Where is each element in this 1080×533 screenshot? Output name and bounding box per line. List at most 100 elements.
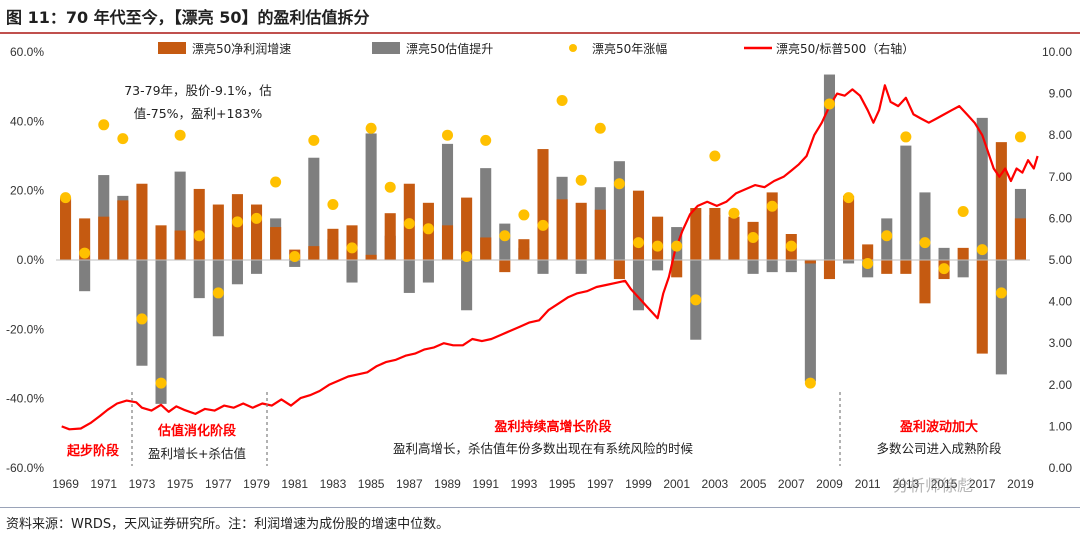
x-axis-tick-label: 1991 — [472, 477, 499, 491]
valuation-bar-1991 — [480, 168, 492, 260]
right-axis-tick-label: 7.00 — [1049, 170, 1073, 184]
return-dot-1972 — [117, 133, 129, 145]
x-axis-tick-label: 2019 — [1007, 477, 1034, 491]
return-dot-2000 — [652, 240, 664, 252]
x-axis-tick-label: 2001 — [663, 477, 690, 491]
return-dot-2019 — [1014, 131, 1026, 143]
return-dot-1996 — [575, 174, 587, 186]
earnings-bar-1997 — [594, 209, 606, 260]
earnings-bar-1990 — [461, 197, 473, 260]
x-axis-tick-label: 1971 — [90, 477, 117, 491]
x-axis-tick-label: 2007 — [778, 477, 805, 491]
title-rule — [0, 32, 1080, 34]
earnings-bar-1986 — [384, 213, 396, 260]
earnings-bar-1998 — [613, 260, 625, 280]
return-dot-1990 — [461, 251, 473, 263]
return-dot-1975 — [174, 129, 186, 141]
earnings-bar-1971 — [98, 216, 110, 260]
watermark: 分析师徐彪 — [893, 476, 974, 495]
earnings-bar-2011 — [862, 244, 874, 260]
return-dot-2015 — [938, 263, 950, 275]
earnings-bar-2006 — [766, 192, 778, 260]
earnings-bar-1969 — [60, 197, 72, 260]
left-axis-tick-label: 40.0% — [10, 114, 44, 128]
return-dot-1985 — [365, 122, 377, 134]
x-axis-tick-label: 2005 — [740, 477, 767, 491]
valuation-bar-2000 — [652, 260, 664, 271]
right-axis-tick-label: 6.00 — [1049, 211, 1073, 225]
valuation-bar-2010 — [843, 260, 855, 264]
return-dot-1974 — [155, 377, 167, 389]
return-dot-1973 — [136, 313, 148, 325]
earnings-bar-1991 — [480, 237, 492, 260]
valuation-bar-2006 — [766, 260, 778, 273]
right-axis-tick-label: 5.00 — [1049, 253, 1073, 267]
return-dot-1981 — [289, 251, 301, 263]
return-dot-2010 — [843, 192, 855, 204]
return-dot-1989 — [442, 129, 454, 141]
return-dot-2018 — [995, 287, 1007, 299]
valuation-bar-2016 — [957, 260, 969, 278]
legend-label-return: 漂亮50年涨幅 — [592, 41, 667, 56]
return-dot-1991 — [480, 134, 492, 146]
earnings-bar-1980 — [270, 227, 282, 260]
x-axis-tick-label: 1975 — [167, 477, 194, 491]
return-dot-2004 — [728, 207, 740, 219]
return-dot-2012 — [881, 230, 893, 242]
valuation-bar-1973 — [136, 260, 148, 366]
left-axis-tick-label: 0.0% — [17, 253, 45, 267]
return-dot-1977 — [212, 287, 224, 299]
phase-3-desc: 盈利高增长，杀估值年份多数出现在有系统风险的时候 — [393, 441, 694, 456]
return-dot-1992 — [499, 230, 511, 242]
earnings-bar-1975 — [174, 230, 186, 260]
earnings-bar-2010 — [843, 195, 855, 260]
return-dot-1994 — [537, 219, 549, 231]
valuation-bar-2009 — [823, 74, 836, 261]
phase-1-name: 起步阶段 — [66, 443, 119, 459]
earnings-bar-2008 — [804, 260, 816, 264]
valuation-bar-1984 — [346, 260, 358, 283]
chart-canvas: 60.0% 40.0% 20.0% 0.0% -20.0% -40.0% -60.0% 10.… — [6, 41, 1072, 491]
return-dot-2005 — [747, 231, 759, 243]
earnings-bar-2019 — [1014, 218, 1026, 260]
return-dot-1993 — [518, 209, 530, 221]
left-axis-tick-label: 20.0% — [10, 184, 44, 198]
return-dot-1982 — [308, 134, 320, 146]
right-axis-tick-label: 1.00 — [1049, 419, 1073, 433]
return-dots — [60, 95, 1026, 389]
return-dot-2017 — [976, 244, 988, 256]
valuation-bar-1992 — [499, 223, 511, 260]
valuation-bar-1976 — [193, 260, 205, 299]
earnings-bar-1970 — [79, 218, 91, 260]
phase-2-name: 估值消化阶段 — [157, 423, 236, 439]
x-axis-tick-label: 1983 — [320, 477, 347, 491]
return-dot-2009 — [823, 98, 835, 110]
right-axis-tick-label: 8.00 — [1049, 128, 1073, 142]
valuation-bar-2013 — [900, 145, 912, 260]
right-axis-tick-label: 0.00 — [1049, 461, 1073, 475]
return-dot-1988 — [422, 223, 434, 235]
return-dot-1970 — [79, 247, 91, 259]
earnings-bar-2016 — [957, 247, 969, 260]
valuation-bar-1999 — [632, 260, 645, 311]
phase-4-desc: 多数公司进入成熟阶段 — [876, 441, 1001, 456]
x-axis-tick-label: 1985 — [358, 477, 385, 491]
valuation-bar-1994 — [537, 260, 549, 274]
right-axis-tick-label: 4.00 — [1049, 295, 1073, 309]
valuation-bar-1974 — [155, 260, 167, 404]
x-axis-tick-label: 1995 — [549, 477, 576, 491]
ratio-line — [61, 84, 1039, 431]
legend-label-earnings: 漂亮50净利润增速 — [192, 41, 291, 56]
earnings-bar-1992 — [499, 260, 511, 273]
valuation-bar-1990 — [461, 260, 473, 311]
x-axis-tick-label: 1981 — [281, 477, 308, 491]
return-dot-1980 — [270, 176, 282, 188]
valuation-bar-2008 — [804, 260, 816, 382]
valuation-bar-1998 — [613, 161, 625, 260]
left-axis-tick-label: 60.0% — [10, 45, 44, 59]
valuation-bar-1975 — [174, 171, 186, 260]
return-dot-1987 — [403, 218, 415, 230]
x-axis-tick-label: 1987 — [396, 477, 423, 491]
return-dot-1979 — [251, 212, 263, 224]
axes: 60.0% 40.0% 20.0% 0.0% -20.0% -40.0% -60.0% 10.… — [6, 45, 1072, 491]
